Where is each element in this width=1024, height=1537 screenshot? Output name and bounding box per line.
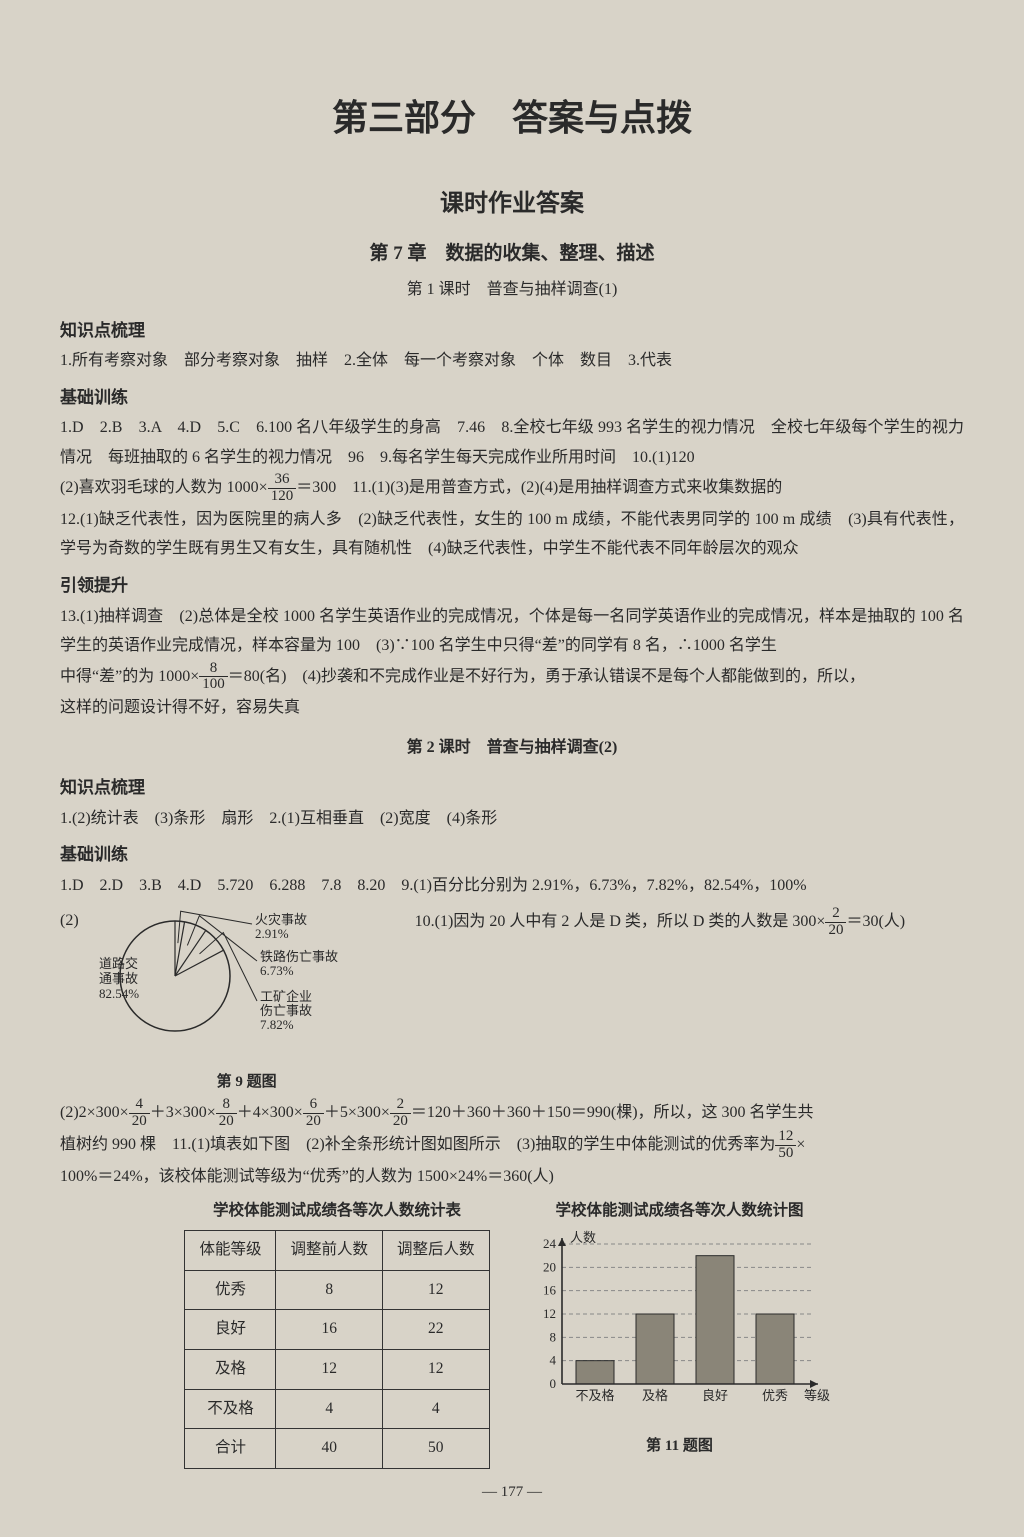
svg-text:及格: 及格	[642, 1388, 668, 1403]
bar-chart: 0 4 8 12 16 20 24 不及格 及格 良好 优秀 人数等级	[520, 1230, 840, 1420]
title-main: 第三部分 答案与点拨	[60, 85, 964, 152]
q10c-c: ＋4×300×	[237, 1104, 303, 1121]
svg-text:12: 12	[543, 1306, 556, 1321]
q10-a: 10.(1)因为 20 人中有 2 人是 D 类，所以 D 类的人数是 300×	[415, 913, 826, 930]
svg-text:7.82%: 7.82%	[260, 1017, 294, 1032]
bar-caption: 第 11 题图	[520, 1433, 840, 1461]
title-chapter: 第 7 章 数据的收集、整理、描述	[60, 236, 964, 271]
q10c-a: (2)2×300×	[60, 1104, 129, 1121]
zsd1-text: 1.所有考察对象 部分考察对象 抽样 2.全体 每一个考察对象 个体 数目 3.…	[60, 346, 964, 376]
stats-table: 体能等级调整前人数调整后人数优秀812良好1622及格1212不及格44合计40…	[184, 1230, 489, 1469]
svg-text:16: 16	[543, 1283, 557, 1298]
jcxl1-line2: (2)喜欢羽毛球的人数为 1000×36120＝300 11.(1)(3)是用普…	[60, 472, 964, 505]
table-title: 学校体能测试成绩各等次人数统计表	[184, 1197, 489, 1226]
svg-text:不及格: 不及格	[575, 1388, 614, 1403]
svg-text:82.54%: 82.54%	[99, 986, 139, 1001]
pie-caption: 第 9 题图	[97, 1069, 397, 1097]
svg-text:道路交: 道路交	[99, 956, 138, 971]
frac-2-20b: 220	[390, 1097, 411, 1130]
table-bar-row: 学校体能测试成绩各等次人数统计表 体能等级调整前人数调整后人数优秀812良好16…	[60, 1197, 964, 1469]
ylts1-b1: 中得“差”的为 1000×	[60, 668, 199, 685]
q11-line1: 植树约 990 棵 11.(1)填表如下图 (2)补全条形统计图如图所示 (3)…	[60, 1129, 964, 1162]
table-block: 学校体能测试成绩各等次人数统计表 体能等级调整前人数调整后人数优秀812良好16…	[184, 1197, 489, 1469]
q11-a: 植树约 990 棵 11.(1)填表如下图 (2)补全条形统计图如图所示 (3)…	[60, 1136, 775, 1153]
svg-text:20: 20	[543, 1259, 556, 1274]
svg-text:0: 0	[549, 1376, 556, 1391]
q2-label: (2)	[60, 906, 79, 936]
head-jichu-2: 基础训练	[60, 839, 964, 870]
q10c-b: ＋3×300×	[150, 1104, 216, 1121]
svg-text:伤亡事故: 伤亡事故	[260, 1003, 312, 1018]
svg-text:工矿企业: 工矿企业	[260, 989, 312, 1004]
frac-6-20: 620	[303, 1097, 324, 1130]
q10c-e: ＝120＋360＋360＋150＝990(棵)，所以，这 300 名学生共	[411, 1104, 814, 1121]
ylts1-a: 13.(1)抽样调查 (2)总体是全校 1000 名学生英语作业的完成情况，个体…	[60, 602, 964, 661]
jcxl1-b1: (2)喜欢羽毛球的人数为 1000×	[60, 479, 268, 496]
head-zhishidian-1: 知识点梳理	[60, 315, 964, 346]
svg-text:6.73%: 6.73%	[260, 963, 294, 978]
frac-12-50: 1250	[775, 1129, 796, 1162]
svg-text:通事故: 通事故	[99, 971, 138, 986]
q10-b: ＝30(人)	[846, 913, 905, 930]
svg-text:24: 24	[543, 1236, 557, 1251]
ylts1-c: 这样的问题设计得不好，容易失真	[60, 693, 964, 723]
svg-text:铁路伤亡事故: 铁路伤亡事故	[260, 949, 338, 964]
ylts1-b2: ＝80(名) (4)抄袭和不完成作业是不好行为，勇于承认错误不是每个人都能做到的…	[228, 668, 865, 685]
jcxl1-b2: ＝300 11.(1)(3)是用普查方式，(2)(4)是用抽样调查方式来收集数据…	[296, 479, 782, 496]
svg-text:良好: 良好	[702, 1388, 728, 1403]
q10c-d: ＋5×300×	[324, 1104, 390, 1121]
page-number: — 177 —	[60, 1479, 964, 1507]
frac-2-20: 220	[825, 906, 846, 939]
svg-text:2.91%: 2.91%	[255, 926, 289, 941]
title-lesson-1: 第 1 课时 普查与抽样调查(1)	[60, 275, 964, 305]
svg-text:等级: 等级	[804, 1388, 830, 1403]
pie-chart: 道路交通事故82.54% 火灾事故2.91% 铁路伤亡事故6.73% 工矿企业伤亡事故…	[97, 906, 397, 1056]
svg-text:人数: 人数	[570, 1230, 596, 1245]
head-zhishidian-2: 知识点梳理	[60, 772, 964, 803]
svg-text:8: 8	[549, 1329, 556, 1344]
q10-part2: (2)2×300×420＋3×300×820＋4×300×620＋5×300×2…	[60, 1097, 964, 1130]
zsd2-text: 1.(2)统计表 (3)条形 扇形 2.(1)互相垂直 (2)宽度 (4)条形	[60, 804, 964, 834]
title-sub1: 课时作业答案	[60, 182, 964, 226]
svg-text:火灾事故: 火灾事故	[255, 912, 307, 927]
head-jichu-1: 基础训练	[60, 382, 964, 413]
q11-b: ×	[796, 1136, 805, 1153]
frac-36-120: 36120	[268, 472, 297, 505]
svg-text:优秀: 优秀	[762, 1388, 788, 1403]
pie-chart-wrap: 道路交通事故82.54% 火灾事故2.91% 铁路伤亡事故6.73% 工矿企业伤亡事故…	[97, 906, 397, 1096]
head-yinling-1: 引领提升	[60, 570, 964, 601]
frac-8-100: 8100	[199, 661, 228, 694]
jcxl2-line1: 1.D 2.D 3.B 4.D 5.720 6.288 7.8 8.20 9.(…	[60, 871, 964, 901]
frac-4-20: 420	[129, 1097, 150, 1130]
q11-line2: 100%＝24%，该校体能测试等级为“优秀”的人数为 1500×24%＝360(…	[60, 1162, 964, 1192]
pie-and-q10-row: (2) 道路交通事故82.54% 火灾事故2.91% 铁路伤亡事故6.73% 工矿企业…	[60, 906, 964, 1096]
q10-text: 10.(1)因为 20 人中有 2 人是 D 类，所以 D 类的人数是 300×…	[415, 906, 964, 939]
bar-title: 学校体能测试成绩各等次人数统计图	[520, 1197, 840, 1226]
jcxl1-line3: 12.(1)缺乏代表性，因为医院里的病人多 (2)缺乏代表性，女生的 100 m…	[60, 505, 964, 564]
frac-8-20: 820	[216, 1097, 237, 1130]
ylts1-b: 中得“差”的为 1000×8100＝80(名) (4)抄袭和不完成作业是不好行为…	[60, 661, 964, 694]
jcxl1-line1: 1.D 2.B 3.A 4.D 5.C 6.100 名八年级学生的身高 7.46…	[60, 413, 964, 472]
title-lesson-2: 第 2 课时 普查与抽样调查(2)	[60, 733, 964, 763]
svg-text:4: 4	[549, 1353, 556, 1368]
bar-block: 学校体能测试成绩各等次人数统计图 0 4 8 12 16 20 24 不及格 及格 良好 优秀 人数等…	[520, 1197, 840, 1460]
